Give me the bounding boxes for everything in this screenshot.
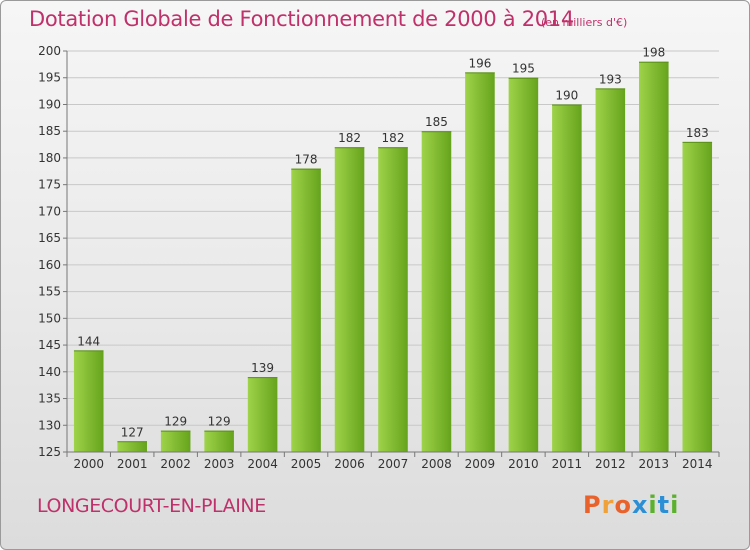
data-label: 129: [208, 415, 231, 429]
logo-letter: P: [583, 491, 602, 519]
data-label: 182: [382, 131, 405, 145]
bar: [508, 77, 539, 452]
x-tick-label: 2012: [595, 457, 626, 471]
data-label: 129: [164, 415, 187, 429]
logo-letter: r: [601, 491, 615, 519]
bar: [682, 141, 713, 453]
x-tick-label: 2009: [465, 457, 496, 471]
y-tick-label: 175: [38, 178, 61, 192]
x-tick-label: 2004: [247, 457, 278, 471]
x-tick-label: 2002: [160, 457, 191, 471]
y-tick-label: 185: [38, 124, 61, 138]
bar: [117, 441, 147, 452]
x-tick-label: 2014: [682, 457, 713, 471]
y-tick-label: 195: [38, 71, 61, 85]
unit-note: (en milliers d'€): [541, 16, 628, 29]
chart-title: Dotation Globale de Fonctionnement de 20…: [29, 7, 574, 31]
bar: [160, 430, 191, 452]
logo-letter: i: [648, 491, 658, 519]
bar: [204, 430, 234, 452]
data-label: 139: [251, 361, 274, 375]
bar: [595, 88, 626, 452]
data-label: 183: [686, 126, 709, 140]
x-tick-label: 2005: [291, 457, 322, 471]
y-tick-label: 180: [38, 151, 61, 165]
bar: [421, 131, 452, 452]
logo-letter: t: [657, 491, 671, 519]
logo-letter: x: [631, 491, 649, 519]
y-tick-label: 145: [38, 338, 61, 352]
y-tick-label: 125: [38, 445, 61, 459]
logo-letter: o: [614, 491, 632, 519]
y-tick-label: 135: [38, 392, 61, 406]
y-tick-label: 165: [38, 231, 61, 245]
x-tick-label: 2006: [334, 457, 365, 471]
proxiti-logo: Proxiti: [583, 491, 679, 519]
data-label: 182: [338, 131, 361, 145]
x-tick-label: 2008: [421, 457, 452, 471]
x-tick-label: 2011: [552, 457, 583, 471]
x-tick-label: 2007: [378, 457, 409, 471]
logo-letter: i: [670, 491, 680, 519]
commune-name: LONGECOURT-EN-PLAINE: [37, 495, 266, 517]
x-tick-label: 2010: [508, 457, 539, 471]
bar: [465, 72, 495, 453]
data-label: 193: [599, 72, 622, 86]
y-tick-label: 160: [38, 258, 61, 272]
bar: [291, 168, 321, 453]
x-tick-label: 2013: [639, 457, 670, 471]
x-tick-label: 2003: [204, 457, 235, 471]
bar: [552, 104, 582, 452]
y-tick-label: 190: [38, 97, 61, 111]
bar: [639, 61, 669, 453]
x-tick-label: 2000: [73, 457, 104, 471]
data-label: 178: [295, 153, 318, 167]
y-tick-label: 155: [38, 285, 61, 299]
bar: [378, 147, 408, 453]
y-tick-label: 170: [38, 204, 61, 218]
data-label: 198: [642, 46, 665, 60]
data-label: 190: [555, 88, 578, 102]
bar: [247, 377, 278, 452]
y-tick-label: 140: [38, 365, 61, 379]
data-label: 185: [425, 115, 448, 129]
data-label: 195: [512, 62, 535, 76]
data-label: 196: [468, 56, 491, 70]
data-label: 127: [121, 425, 144, 439]
bar: [334, 147, 365, 453]
y-tick-label: 150: [38, 311, 61, 325]
y-tick-label: 200: [38, 44, 61, 58]
x-tick-label: 2001: [117, 457, 148, 471]
bar: [73, 350, 104, 452]
y-tick-label: 130: [38, 418, 61, 432]
data-label: 144: [77, 334, 100, 348]
